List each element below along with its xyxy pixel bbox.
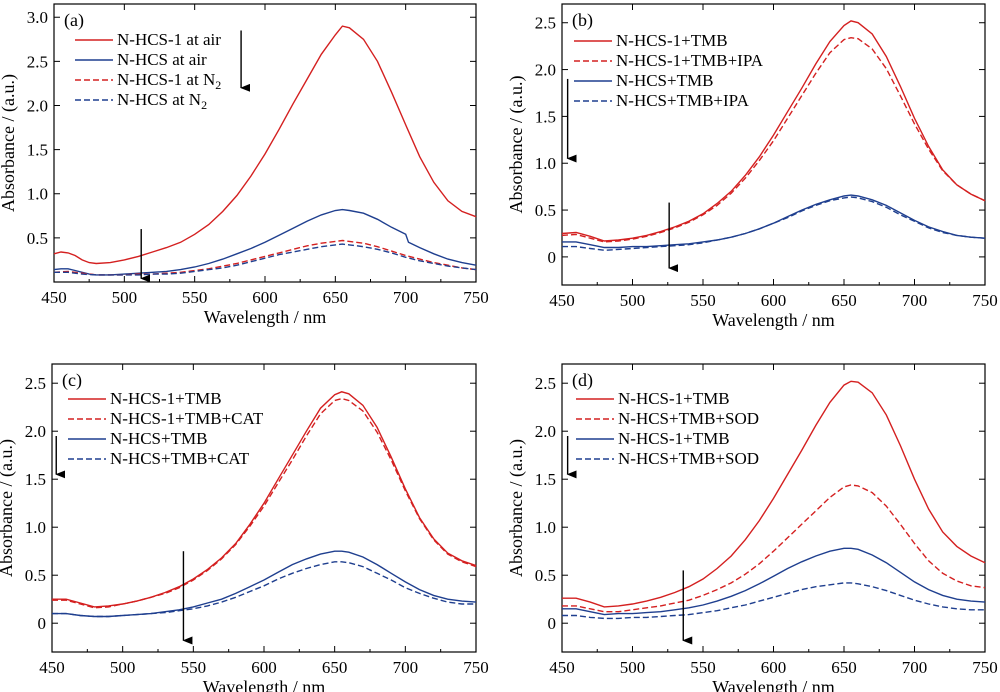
legend-entry: N-HCS at air: [117, 50, 207, 69]
x-tick-label: 600: [252, 288, 278, 307]
x-tick-label: 750: [463, 658, 489, 677]
y-tick-label: 2.5: [25, 374, 46, 393]
panel-label: (b): [572, 10, 593, 31]
y-axis-label: Absorbance / (a.u.): [506, 76, 527, 214]
x-tick-label: 500: [620, 291, 646, 310]
y-tick-label: 2.5: [535, 14, 556, 33]
y-tick-label: 0: [548, 614, 557, 633]
x-tick-label: 450: [549, 658, 575, 677]
series-line-1: [53, 25, 477, 265]
legend-entry: N-HCS+TMB: [616, 71, 713, 90]
x-tick-label: 550: [182, 288, 208, 307]
series-line-1: [561, 20, 986, 242]
legend-entry: N-HCS+TMB: [110, 429, 207, 448]
x-tick-label: 600: [251, 658, 277, 677]
x-tick-label: 650: [831, 291, 857, 310]
x-tick-label: 700: [393, 658, 419, 677]
series-line-4: [54, 243, 477, 276]
x-tick-label: 450: [39, 658, 65, 677]
y-axis-label: Absorbance / (a.u.): [506, 439, 527, 577]
legend-entry: N-HCS-1+TMB+IPA: [616, 51, 764, 70]
panel-label: (d): [572, 370, 593, 391]
legend-entry: N-HCS-1+TMB: [618, 389, 730, 408]
y-tick-label: 0.5: [535, 201, 556, 220]
y-tick-label: 2.0: [535, 422, 556, 441]
x-tick-label: 500: [110, 658, 136, 677]
series-line-2: [52, 397, 477, 609]
x-tick-label: 650: [831, 658, 857, 677]
legend-entry: N-HCS at N2: [117, 90, 207, 112]
x-tick-label: 650: [322, 658, 348, 677]
y-tick-label: 2.0: [535, 61, 556, 80]
series-line-2: [561, 36, 986, 243]
x-tick-label: 550: [690, 291, 716, 310]
y-tick-label: 1.5: [27, 141, 48, 160]
x-tick-label: 750: [972, 658, 998, 677]
panel-c: 450 500 550 600 650 700 750 0 0.5 1.0 1.5 2.0 2.5 Wav…: [0, 363, 489, 692]
legend-entry: N-HCS+TMB+SOD: [618, 449, 759, 468]
x-tick-label: 500: [620, 658, 646, 677]
panel-label: (c): [62, 370, 82, 391]
x-tick-label: 700: [902, 658, 928, 677]
panel-label: (a): [64, 10, 84, 31]
x-tick-label: 450: [549, 291, 575, 310]
panel-b: 450 500 550 600 650 700 750 0 0.5 1.0 1.5 2.0 2.5 Wav…: [506, 3, 998, 330]
y-tick-label: 0: [548, 248, 557, 267]
y-tick-label: 0.5: [25, 566, 46, 585]
x-tick-label: 550: [690, 658, 716, 677]
y-tick-label: 0.5: [27, 229, 48, 248]
legend-entry: N-HCS+TMB+IPA: [616, 91, 750, 110]
x-tick-label: 700: [393, 288, 419, 307]
x-tick-label: 500: [112, 288, 138, 307]
y-tick-label: 2.0: [25, 422, 46, 441]
series-line-3: [562, 547, 986, 616]
panel-d: 450 500 550 600 650 700 750 0 0.5 1.0 1.5 2.0 2.5 Wav…: [506, 363, 998, 692]
series-line-2: [562, 484, 986, 613]
legend-entry: N-HCS-1+TMB: [110, 389, 222, 408]
legend-entry: N-HCS-1 at air: [117, 30, 221, 49]
legend-entry: N-HCS-1+TMB: [616, 31, 728, 50]
series-line-4: [562, 582, 985, 620]
x-tick-label: 550: [181, 658, 207, 677]
y-tick-label: 1.5: [535, 470, 556, 489]
y-tick-label: 0.5: [535, 566, 556, 585]
y-tick-label: 1.0: [27, 185, 48, 204]
series-line-3: [52, 550, 477, 618]
legend-entry: N-HCS-1 at N2: [117, 70, 221, 92]
series-line-3: [562, 194, 986, 249]
legend-entry: N-HCS+TMB+CAT: [110, 449, 250, 468]
x-axis-label: Wavelength / nm: [203, 677, 326, 692]
x-tick-label: 600: [761, 658, 787, 677]
y-tick-label: 1.0: [535, 154, 556, 173]
x-axis-label: Wavelength / nm: [712, 677, 835, 692]
y-tick-label: 2.5: [27, 52, 48, 71]
y-tick-label: 0: [38, 614, 47, 633]
y-tick-label: 3.0: [27, 8, 48, 27]
series-line-2: [53, 208, 477, 276]
y-tick-label: 1.5: [25, 470, 46, 489]
x-tick-label: 650: [323, 288, 349, 307]
x-tick-label: 600: [761, 291, 787, 310]
y-tick-label: 1.5: [535, 107, 556, 126]
legend-entry: N-HCS-1+TMB+CAT: [110, 409, 264, 428]
x-tick-label: 750: [463, 288, 489, 307]
x-axis-label: Wavelength / nm: [204, 307, 327, 327]
series-line-4: [562, 196, 986, 252]
panel-a: 450 500 550 600 650 700 750 0.5 1.0 1.5 2.0 2.5 3.0 W…: [0, 3, 489, 327]
legend-entry: N-HCS-1+TMB: [618, 429, 730, 448]
x-axis-label: Wavelength / nm: [712, 310, 835, 330]
x-tick-label: 450: [41, 288, 67, 307]
y-axis-label: Absorbance / (a.u.): [0, 439, 17, 577]
y-tick-label: 1.0: [535, 518, 556, 537]
series-line-4: [52, 561, 476, 618]
y-tick-label: 2.0: [27, 96, 48, 115]
y-tick-label: 2.5: [535, 374, 556, 393]
x-tick-label: 700: [902, 291, 928, 310]
x-tick-label: 750: [972, 291, 998, 310]
legend-entry: N-HCS+TMB+SOD: [618, 409, 759, 428]
y-tick-label: 1.0: [25, 518, 46, 537]
y-axis-label: Absorbance / (a.u.): [0, 74, 19, 212]
series-line-1: [562, 380, 986, 608]
